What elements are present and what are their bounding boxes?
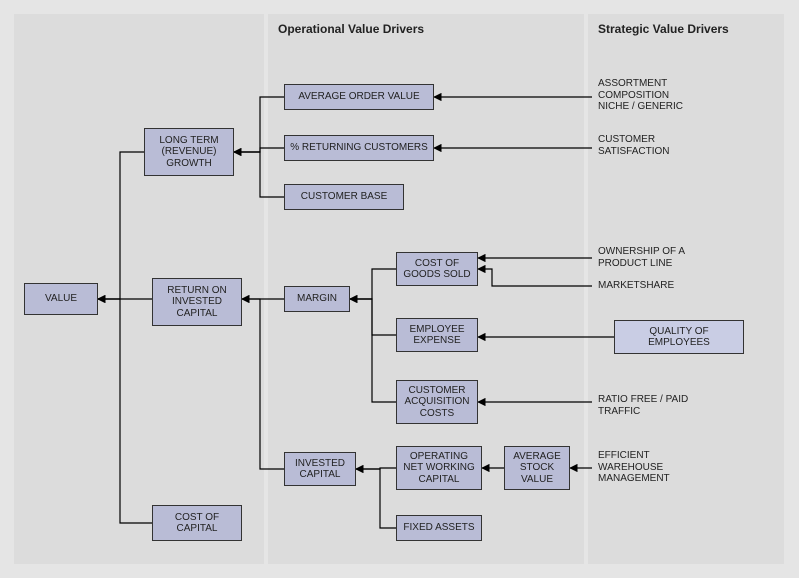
label-warehouse: EFFICIENTWAREHOUSEMANAGEMENT [598, 450, 670, 485]
label-assortment: ASSORTMENTCOMPOSITIONNICHE / GENERIC [598, 78, 683, 113]
label-marketshare: MARKETSHARE [598, 280, 674, 292]
heading-operational: Operational Value Drivers [278, 22, 424, 36]
node-cogs: COST OFGOODS SOLD [396, 252, 478, 286]
node-quality-emp: QUALITY OFEMPLOYEES [614, 320, 744, 354]
node-value: VALUE [24, 283, 98, 315]
label-ownership: OWNERSHIP OF APRODUCT LINE [598, 246, 685, 269]
label-custsat: CUSTOMERSATISFACTION [598, 134, 670, 157]
node-employee-exp: EMPLOYEEEXPENSE [396, 318, 478, 352]
node-returning: % RETURNING CUSTOMERS [284, 135, 434, 161]
node-customer-base: CUSTOMER BASE [284, 184, 404, 210]
heading-strategic: Strategic Value Drivers [598, 22, 729, 36]
node-onwc: OPERATINGNET WORKINGCAPITAL [396, 446, 482, 490]
node-aov: AVERAGE ORDER VALUE [284, 84, 434, 110]
node-cost-of-capital: COST OFCAPITAL [152, 505, 242, 541]
node-avg-stock: AVERAGESTOCKVALUE [504, 446, 570, 490]
label-ratio: RATIO FREE / PAIDTRAFFIC [598, 394, 688, 417]
node-fixed-assets: FIXED ASSETS [396, 515, 482, 541]
node-margin: MARGIN [284, 286, 350, 312]
node-longterm-growth: LONG TERM(REVENUE)GROWTH [144, 128, 234, 176]
node-cac: CUSTOMERACQUISITIONCOSTS [396, 380, 478, 424]
node-invested-cap: INVESTEDCAPITAL [284, 452, 356, 486]
node-roic: RETURN ONINVESTEDCAPITAL [152, 278, 242, 326]
